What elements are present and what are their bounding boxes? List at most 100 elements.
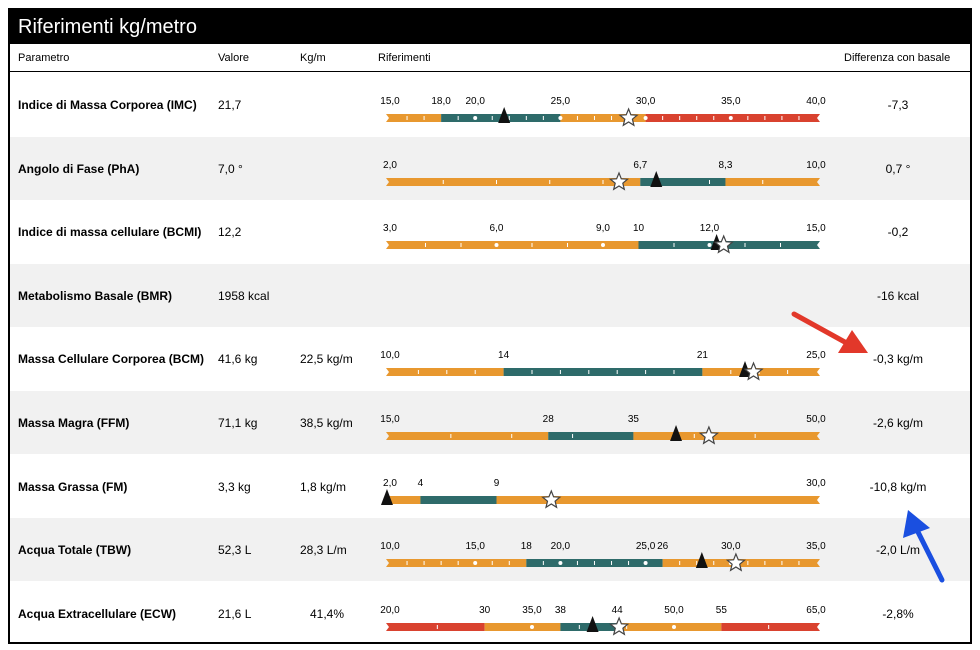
gauge-label: 21 — [697, 350, 709, 361]
param-kgm: 22,5 kg/m — [300, 352, 353, 367]
current-value-triangle-icon — [380, 488, 393, 505]
reference-gauge: 20,0 30 35,0 38 44 50,0 55 65,0 — [380, 605, 826, 636]
gauge-label: 15,0 — [465, 541, 485, 552]
param-value: 7,0 ° — [218, 161, 243, 176]
table-row: Acqua Totale (TBW) 52,3 L 28,3 L/m -2,0 L/m… — [10, 518, 970, 582]
gauge-label: 35 — [628, 414, 640, 425]
gauge-label: 2,0 — [383, 160, 397, 171]
gauge-label: 25,0 — [636, 541, 656, 552]
col-value: Valore — [218, 52, 249, 64]
gauge-end-right — [816, 241, 820, 250]
gauge-segment — [503, 368, 703, 377]
table-row: Indice di massa cellulare (BCMI) 12,2 -0,2… — [10, 200, 970, 263]
gauge-end-left — [386, 114, 390, 122]
gauge-label: 35,0 — [721, 96, 741, 107]
gauge-label: 20,0 — [551, 541, 571, 552]
gauge-label: 12,0 — [700, 223, 720, 234]
gauge-segment — [390, 177, 641, 186]
gauge-dot — [728, 116, 733, 120]
gauge-segment — [548, 432, 634, 440]
gauge-segment — [496, 495, 816, 504]
gauge-dot — [601, 243, 605, 248]
gauge-label: 10,0 — [806, 160, 826, 171]
gauge-label: 20,0 — [465, 96, 485, 107]
gauge-segment — [617, 622, 722, 631]
gauge-label: 14 — [498, 350, 510, 361]
gauge-end-left — [386, 622, 390, 631]
baseline-star-icon — [698, 425, 720, 445]
gauge-label: 9,0 — [596, 223, 610, 234]
gauge-end-right — [816, 177, 820, 186]
gauge-segment — [725, 177, 816, 186]
table-row: Massa Cellulare Corporea (BCM) 41,6 kg 22,… — [10, 327, 970, 390]
gauge-dot — [558, 116, 563, 120]
gauge-label: 55 — [716, 605, 728, 616]
gauge-label: 6,0 — [490, 223, 504, 234]
gauge-label: 30 — [479, 605, 491, 616]
gauge-label: 20,0 — [380, 605, 400, 616]
gauge-label: 8,3 — [719, 160, 733, 171]
gauge-dot — [530, 624, 534, 629]
param-diff: -2,0 L/m — [875, 543, 920, 558]
gauge-label: 15,0 — [380, 414, 400, 425]
gauge-dot — [494, 243, 499, 248]
gauge-label: 50,0 — [664, 605, 684, 616]
param-value: 71,1 kg — [218, 416, 258, 430]
param-diff: -16 kcal — [876, 288, 920, 303]
gauge-label: 30,0 — [721, 541, 741, 552]
reference-gauge: 10,0 15,0 18 20,0 25,0 26 30,0 35,0 — [380, 541, 826, 572]
gauge-label: 25,0 — [551, 96, 571, 107]
param-value: 21,6 L — [218, 606, 252, 621]
gauge-segment — [390, 495, 421, 504]
table-header: Parametro Valore Kg/m Riferimenti Differ… — [10, 44, 970, 72]
baseline-star-icon — [713, 234, 734, 254]
gauge-segment — [390, 241, 639, 250]
baseline-star-icon — [743, 361, 764, 381]
param-value: 1958 kcal — [218, 288, 270, 303]
gauge-label: 28 — [543, 414, 555, 425]
param-name: Massa Cellulare Corporea (BCM) — [18, 352, 205, 367]
param-kgm: 28,3 L/m — [300, 543, 347, 558]
param-kgm: 41,4% — [310, 606, 345, 621]
col-ref: Riferimenti — [378, 52, 431, 64]
references-panel: Riferimenti kg/metro Parametro Valore Kg… — [8, 8, 972, 644]
reference-gauge: 10,0 14 21 25,0 — [380, 350, 826, 381]
param-kgm: 1,8 kg/m — [300, 479, 347, 494]
gauge-dot — [643, 561, 648, 566]
param-value: 3,3 kg — [218, 479, 251, 494]
param-name: Massa Magra (FFM) — [18, 416, 130, 430]
gauge-dot — [473, 561, 478, 566]
param-value: 41,6 kg — [218, 352, 258, 367]
gauge-end-left — [386, 559, 390, 568]
gauge-segment — [390, 432, 549, 440]
param-name: Acqua Totale (TBW) — [18, 543, 132, 558]
param-name: Massa Grassa (FM) — [18, 479, 128, 494]
baseline-star-icon — [725, 552, 747, 572]
gauge-end-right — [816, 432, 820, 440]
table-row: Indice di Massa Corporea (IMC) 21,7 -7,3 15… — [10, 73, 970, 136]
reference-gauge: 2,0 6,7 8,3 10,0 — [383, 160, 826, 191]
gauge-end-right — [816, 495, 820, 504]
current-value-triangle-icon — [498, 107, 511, 123]
gauge-end-right — [816, 114, 820, 122]
gauge-end-left — [386, 241, 390, 250]
gauge-segment — [640, 177, 726, 186]
table-row: Massa Grassa (FM) 3,3 kg 1,8 kg/m -10,8 kg/… — [10, 455, 970, 518]
current-value-triangle-icon — [695, 552, 708, 569]
baseline-star-icon — [541, 488, 562, 509]
table-row: Angolo di Fase (PhA) 7,0 ° 0,7 ° 2,0 6,7 8,3 1… — [10, 136, 970, 200]
baseline-star-icon — [608, 170, 630, 191]
gauge-label: 65,0 — [806, 605, 826, 616]
reference-gauge: 3,0 6,0 9,0 10 12,0 15,0 — [383, 223, 826, 254]
gauge-label: 15,0 — [380, 96, 400, 107]
gauge-end-right — [816, 559, 820, 568]
reference-gauge: 15,0 28 35 50,0 — [380, 414, 826, 445]
gauge-segment — [633, 432, 816, 440]
gauge-label: 38 — [555, 605, 567, 616]
param-value: 52,3 L — [218, 543, 252, 558]
col-diff: Differenza con basale — [844, 52, 951, 64]
gauge-label: 18,0 — [431, 96, 451, 107]
gauge-dot — [707, 243, 712, 248]
gauge-label: 10,0 — [380, 541, 400, 552]
gauge-label: 2,0 — [383, 478, 397, 489]
